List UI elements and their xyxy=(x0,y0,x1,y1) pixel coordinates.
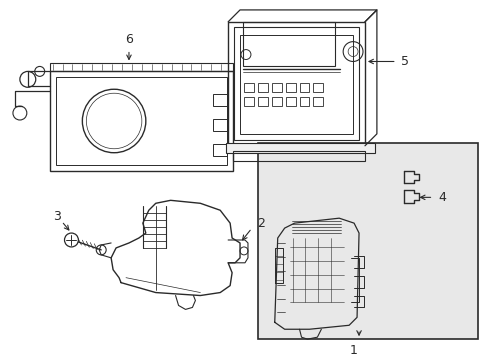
Bar xyxy=(271,83,281,92)
Bar xyxy=(257,97,267,106)
Bar xyxy=(244,83,253,92)
Bar xyxy=(225,143,374,153)
Bar xyxy=(257,143,477,339)
Bar xyxy=(313,83,323,92)
Bar xyxy=(49,71,233,171)
Bar xyxy=(213,144,227,156)
Bar xyxy=(285,83,295,92)
Bar xyxy=(234,27,358,140)
Bar xyxy=(228,22,364,146)
Text: 1: 1 xyxy=(349,344,357,357)
Bar xyxy=(49,63,233,71)
Bar xyxy=(213,94,227,106)
Bar xyxy=(299,83,309,92)
Text: 2: 2 xyxy=(256,217,264,230)
Bar xyxy=(213,119,227,131)
Text: 5: 5 xyxy=(400,55,408,68)
Text: 6: 6 xyxy=(125,33,133,46)
Bar xyxy=(313,97,323,106)
Bar xyxy=(56,77,227,165)
Bar xyxy=(243,22,335,67)
Bar xyxy=(244,97,253,106)
Text: 4: 4 xyxy=(437,191,446,204)
Bar xyxy=(271,97,281,106)
Bar xyxy=(240,35,352,134)
Bar xyxy=(257,83,267,92)
Text: 3: 3 xyxy=(53,210,61,223)
Bar xyxy=(233,151,364,161)
Bar xyxy=(299,97,309,106)
Bar xyxy=(285,97,295,106)
